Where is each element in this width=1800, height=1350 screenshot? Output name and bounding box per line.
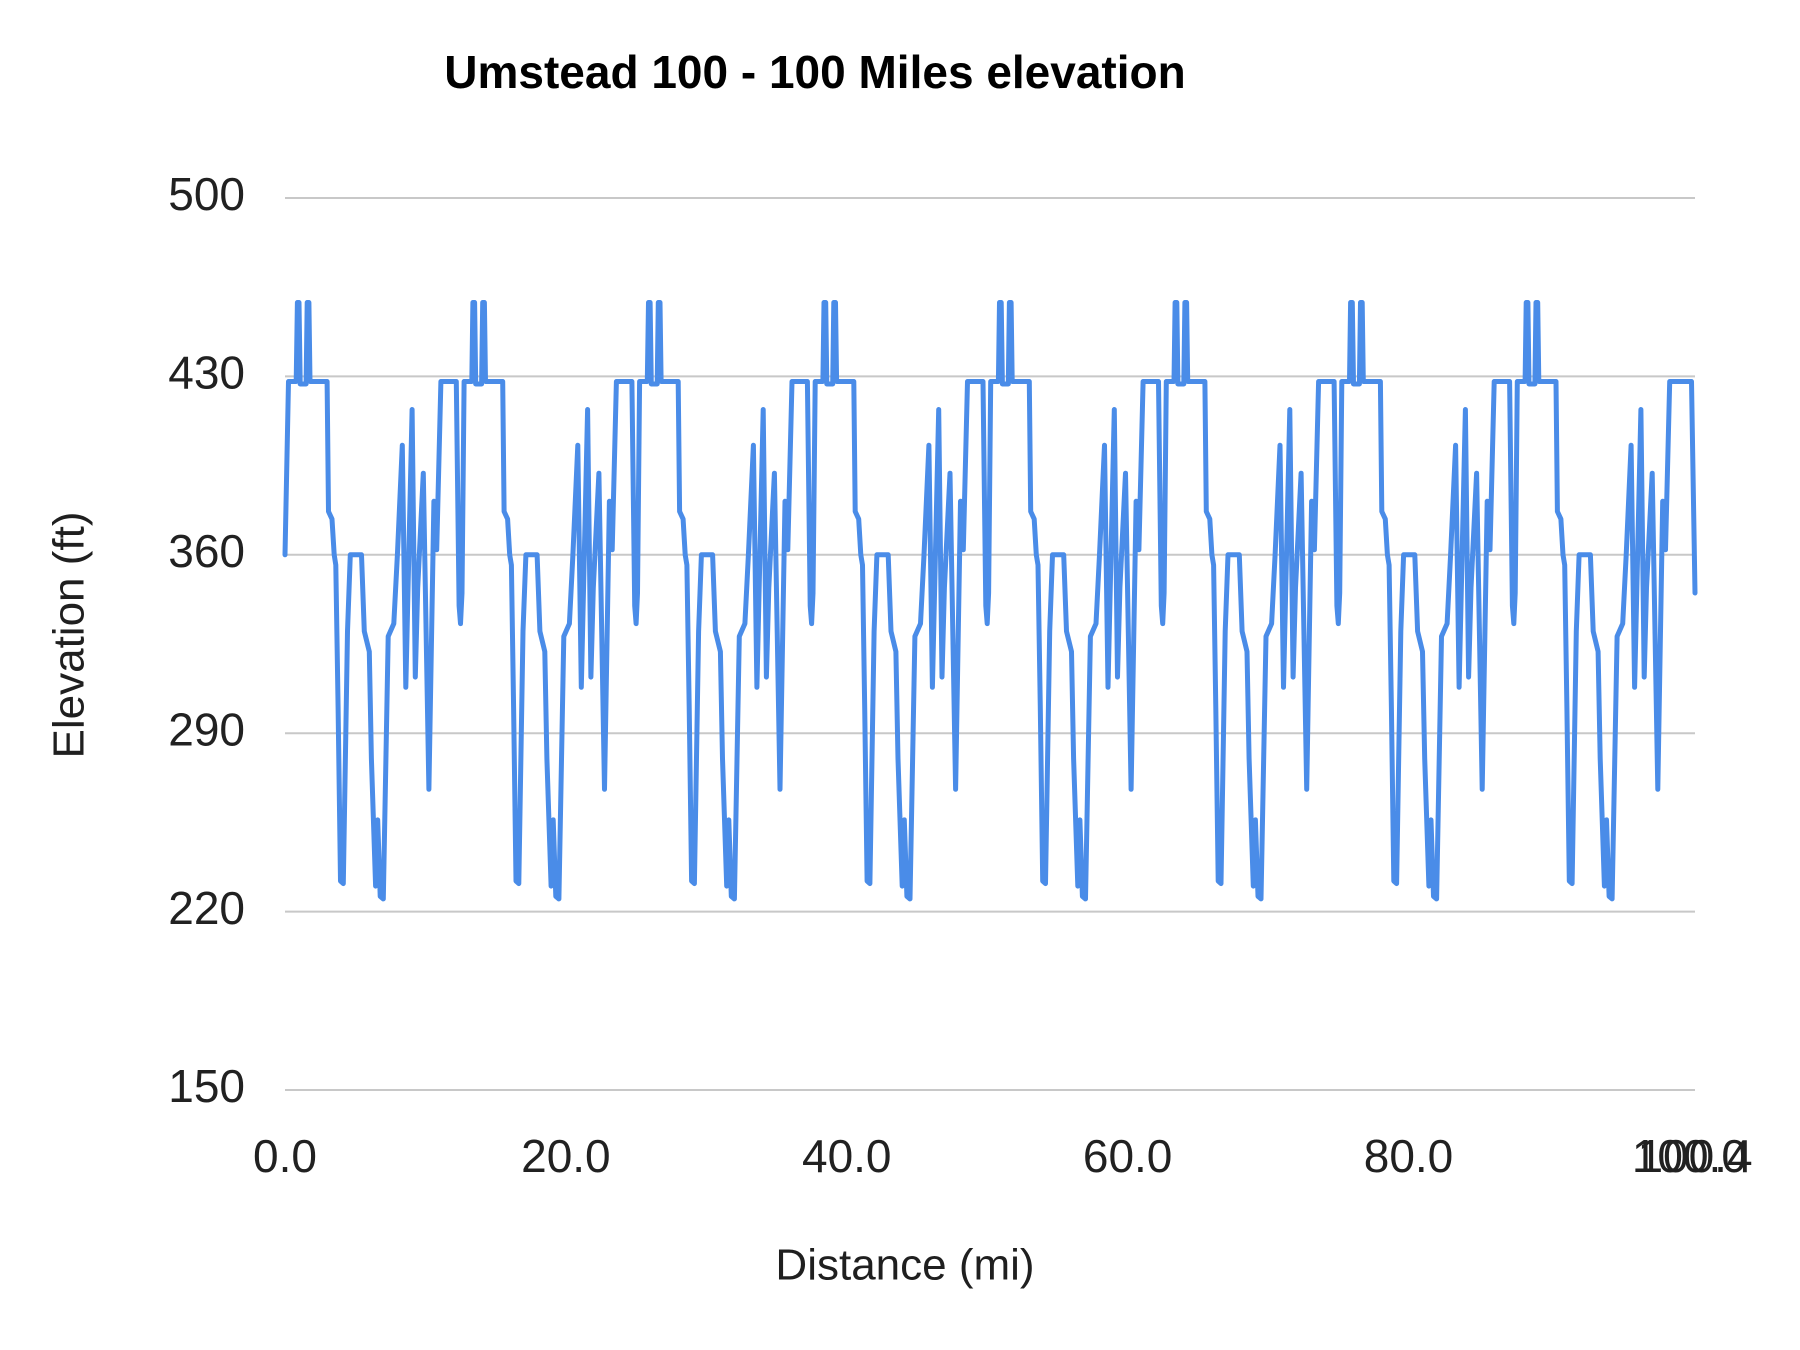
elevation-series-line — [282, 300, 1698, 902]
y-tick-label: 430 — [168, 347, 245, 399]
x-tick-label: 80.0 — [1364, 1130, 1454, 1182]
y-tick-label: 150 — [168, 1060, 245, 1112]
x-axis-title: Distance (mi) — [775, 1241, 1034, 1290]
y-tick-label: 220 — [168, 882, 245, 934]
y-tick-label: 500 — [168, 168, 245, 220]
x-tick-label: 60.0 — [1083, 1130, 1173, 1182]
chart-title: Umstead 100 - 100 Miles elevation — [444, 46, 1185, 98]
y-axis-title: Elevation (ft) — [45, 512, 94, 759]
y-tick-label: 290 — [168, 703, 245, 755]
x-tick-label: 100.0 — [1632, 1130, 1747, 1182]
x-tick-label: 100.4 — [1637, 1130, 1752, 1182]
y-axis-tick-labels: 500 430 360 290 220 150 — [168, 168, 245, 1112]
x-tick-label: 20.0 — [521, 1130, 611, 1182]
y-tick-label: 360 — [168, 525, 245, 577]
x-tick-label: 40.0 — [802, 1130, 892, 1182]
x-tick-label: 0.0 — [253, 1130, 317, 1182]
